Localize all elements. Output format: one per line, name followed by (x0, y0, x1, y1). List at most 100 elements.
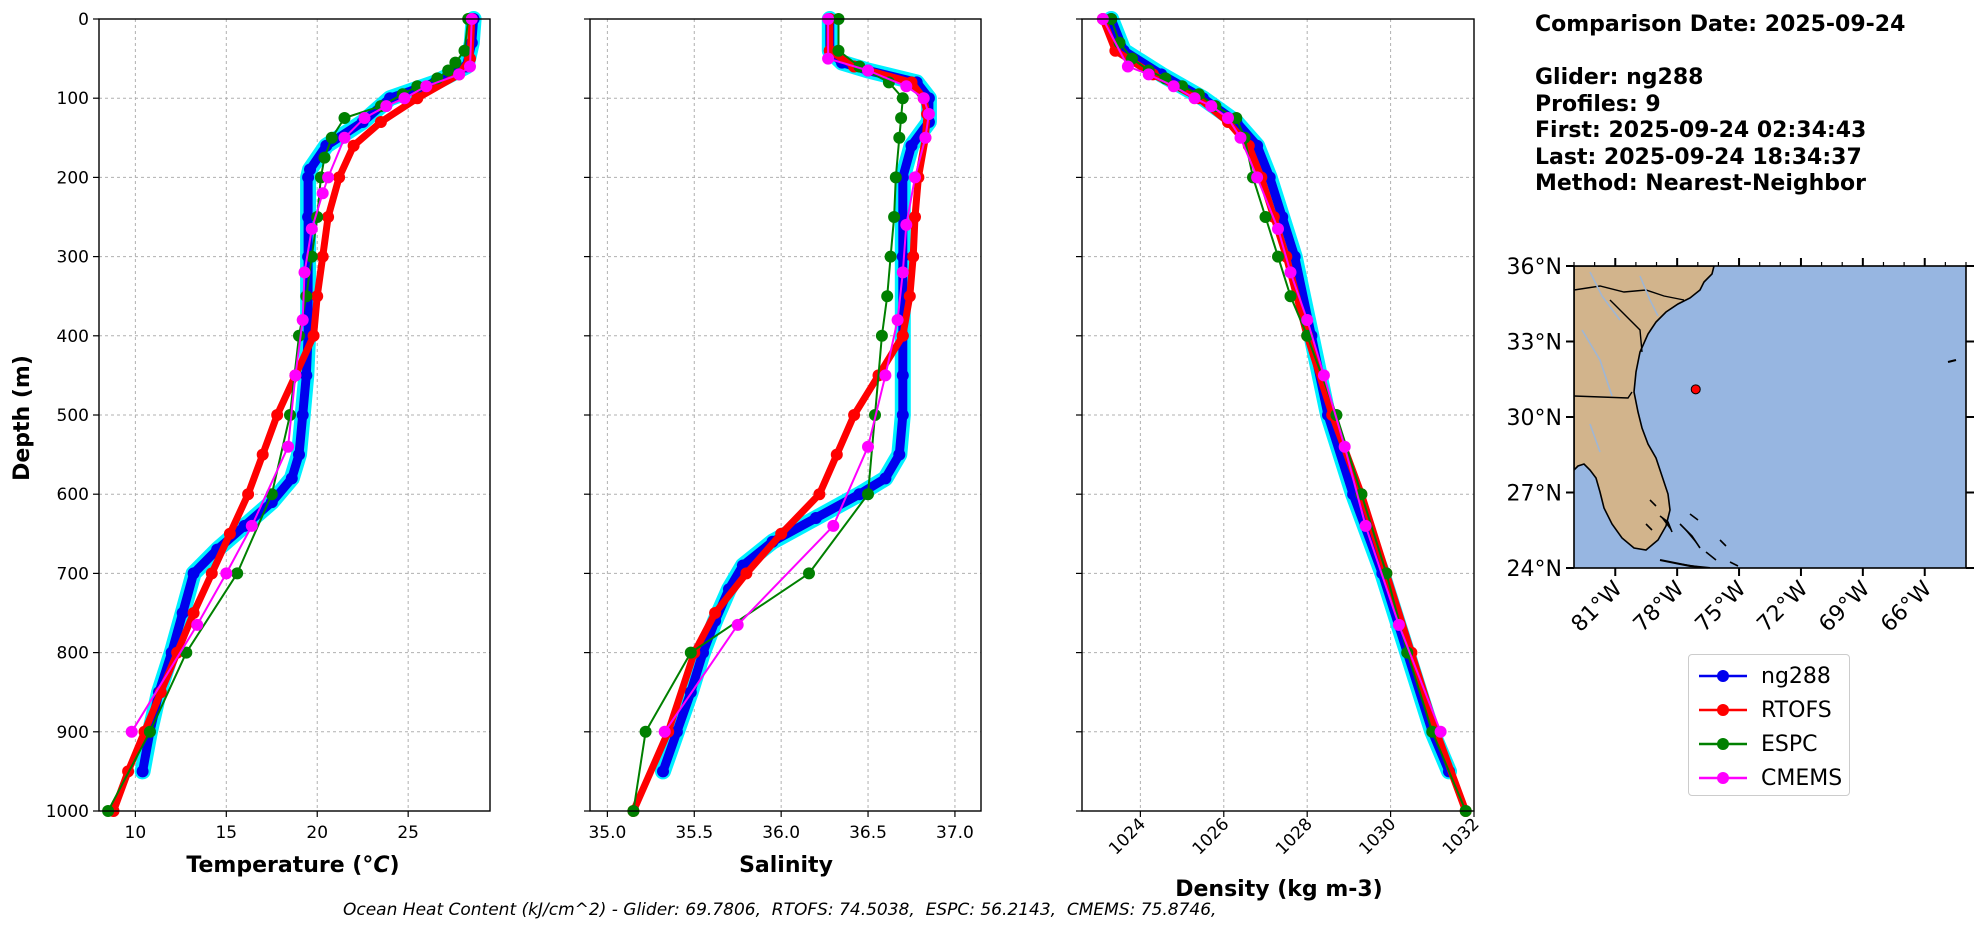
series-point-cmems (338, 131, 351, 144)
series-point-cmems (900, 80, 913, 93)
series-point-ng288 (657, 765, 669, 778)
series-point-ng288 (302, 171, 315, 184)
series-line-rtofs (629, 15, 931, 815)
series-point-cmems (245, 519, 258, 532)
glider-position-marker (1690, 384, 1701, 395)
profile-count: Profiles: 9 (1535, 91, 1661, 117)
series-point-cmems (1338, 440, 1351, 453)
series-point-ng288 (853, 488, 866, 501)
salinity-xlabel: Salinity (739, 853, 833, 878)
salinity-series (627, 11, 937, 817)
series-line-espc (107, 18, 470, 812)
series-point-espc (300, 290, 313, 303)
legend-swatch-cmems (1699, 772, 1747, 784)
series-point-cmems (917, 92, 930, 105)
series-point-cmems (1392, 618, 1405, 631)
density-series (1096, 11, 1472, 817)
y-tick-label: 500 (57, 406, 89, 426)
y-tick-label: 0 (78, 10, 89, 30)
series-point-espc (1284, 290, 1297, 303)
series-point-ng288 (302, 211, 315, 223)
series-point-cmems (316, 187, 329, 200)
density-ticks: 1024 1026 1028 1030 1032 (1076, 18, 1484, 859)
series-point-ng288 (176, 607, 189, 619)
series-point-ng288 (1263, 171, 1276, 184)
series-point-ng288 (300, 369, 313, 382)
legend-label-ng288: ng288 (1761, 663, 1831, 689)
series-point-cmems (731, 618, 744, 631)
series-line-cmems (663, 18, 930, 733)
x-tick-label: 35.0 (588, 823, 626, 843)
series-point-cmems (822, 52, 835, 65)
series-point-ng288 (905, 139, 918, 152)
y-tick-label: 900 (57, 723, 89, 743)
series-point-cmems (305, 222, 318, 235)
series-point-ng288 (896, 369, 909, 382)
comparison-date: Comparison Date: 2025-09-24 (1535, 12, 1906, 37)
series-point-cmems (282, 440, 295, 453)
series-point-cmems (1121, 60, 1134, 73)
method: Method: Nearest-Neighbor (1535, 171, 1866, 196)
legend-swatch-marker (1717, 670, 1729, 682)
map-land-coastline (1574, 266, 1715, 551)
series-point-ng288 (1276, 211, 1289, 223)
series-point-espc (318, 151, 331, 164)
legend-label-cmems: CMEMS (1761, 765, 1843, 791)
x-tick-label: 1024 (1105, 814, 1150, 859)
y-tick-label: 200 (57, 168, 89, 188)
series-point-cmems (1142, 68, 1155, 81)
series-point-espc (1426, 725, 1439, 738)
series-point-ng288 (809, 512, 822, 524)
x-tick-label: 35.5 (675, 823, 713, 843)
series-point-cmems (862, 64, 874, 77)
legend-swatch-rtofs (1699, 704, 1747, 716)
series-point-espc (338, 112, 351, 124)
salinity-panel: 35.0 35.5 36.0 36.5 37.0 Salinity (584, 11, 982, 878)
series-point-cmems (191, 618, 204, 631)
series-point-ng288 (285, 472, 298, 485)
x-tick-label: 36.0 (762, 823, 800, 843)
series-point-rtofs (411, 92, 424, 105)
x-tick-label: 37.0 (936, 823, 974, 843)
y-tick-label: 600 (57, 485, 89, 505)
map-lon-label: 81°W (1567, 576, 1628, 637)
series-point-cmems (1317, 369, 1330, 382)
temperature-xlabel: Temperature (°C) (186, 853, 399, 878)
map-lon-label: 78°W (1629, 576, 1690, 637)
series-point-espc (458, 44, 471, 57)
series-point-espc (884, 250, 897, 263)
series-point-espc (180, 646, 193, 659)
x-tick-label: 1026 (1189, 814, 1234, 859)
series-point-ng288 (296, 409, 309, 421)
legend-item-espc: ESPC (1697, 729, 1818, 759)
y-tick-label: 700 (57, 564, 89, 584)
series-point-cmems (296, 314, 309, 326)
series-point-cmems (453, 68, 466, 81)
x-tick-label: 25 (397, 823, 419, 843)
series-point-espc (875, 329, 888, 342)
series-line-rtofs (1099, 15, 1470, 815)
y-tick-label: 1000 (46, 802, 89, 822)
map-lon-label: 72°W (1753, 576, 1814, 637)
series-point-rtofs (271, 409, 284, 421)
x-tick-label: 20 (306, 823, 328, 843)
series-point-rtofs (907, 250, 920, 263)
temperature-grid (99, 18, 490, 812)
series-point-cmems (358, 112, 371, 124)
series-point-cmems (1167, 80, 1180, 93)
series-point-cmems (420, 80, 433, 93)
series-line-ng288 (138, 14, 479, 776)
series-point-rtofs (740, 567, 753, 580)
series-line-cmems (1101, 18, 1442, 733)
salinity-axes-frame (589, 18, 982, 812)
series-point-ng288 (1288, 250, 1301, 263)
series-point-ng288 (896, 409, 909, 421)
series-point-espc (143, 725, 156, 738)
map-rivers (1581, 271, 1659, 453)
series-point-cmems (922, 108, 935, 120)
series-point-espc (1259, 211, 1272, 223)
series-point-rtofs (830, 448, 843, 461)
map-state-borders (1574, 285, 1685, 399)
y-tick-label: 100 (57, 89, 89, 109)
series-point-cmems (1234, 131, 1247, 144)
